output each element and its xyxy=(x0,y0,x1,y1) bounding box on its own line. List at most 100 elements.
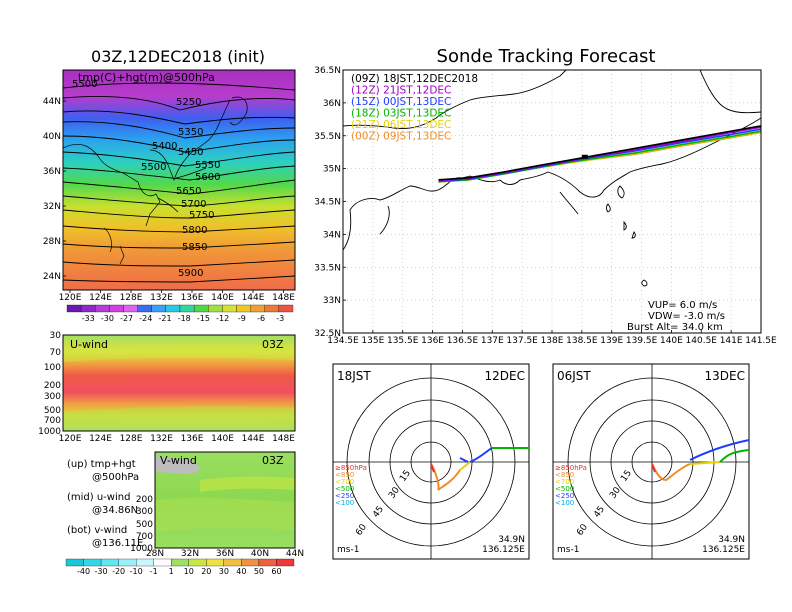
x-tick-label: 120E xyxy=(59,293,82,303)
colorbar-swatch xyxy=(236,304,251,313)
y-tick-label: 700 xyxy=(136,532,153,542)
colorbar-label: 30 xyxy=(219,567,229,576)
v-wind-band xyxy=(155,497,295,532)
x-tick-label: 136.5E xyxy=(447,336,479,346)
legend-entry: (09Z) 18JST,12DEC2018 xyxy=(351,73,478,85)
u-wind-frame xyxy=(62,334,296,432)
x-tick-label: 140.5E xyxy=(686,336,718,346)
colorbar-label: -12 xyxy=(216,314,229,323)
x-tick-label: 137.5E xyxy=(506,336,538,346)
u-wind-band xyxy=(63,406,295,426)
x-tick-label: 140E xyxy=(660,336,683,346)
legend-entry: (15Z) 00JST,13DEC xyxy=(351,96,451,108)
x-tick-label: 132E xyxy=(150,434,173,444)
v-wind-band xyxy=(200,476,295,492)
colorbar-swatch xyxy=(80,304,96,313)
legend-entry: <700 xyxy=(555,478,574,486)
colorbar-swatch xyxy=(250,304,265,313)
colorbar-swatch xyxy=(208,304,223,313)
colorbar-label: -6 xyxy=(257,314,265,323)
hodograph-units: ms-1 xyxy=(337,545,359,555)
hodograph-lon: 136.125E xyxy=(482,545,525,555)
x-tick-label: 40N xyxy=(251,549,269,559)
y-tick-label: 36N xyxy=(323,99,341,109)
y-tick-label: 200 xyxy=(44,381,61,391)
hodograph-segment xyxy=(689,439,750,461)
legend-entry: <700 xyxy=(335,478,354,486)
y-tick-label: 300 xyxy=(44,392,61,402)
y-tick-label: 1000 xyxy=(130,544,153,554)
x-tick-label: 137E xyxy=(481,336,504,346)
vdw-value: VDW= -3.0 m/s xyxy=(648,311,725,322)
tracking-axis-labels: 134.5E 135E 135.5E 136E 136.5E 137E 137.5E 138E… xyxy=(314,66,777,346)
u-wind-band xyxy=(63,344,295,362)
y-tick-label: 40N xyxy=(43,132,61,142)
x-tick-label: 132E xyxy=(150,293,173,303)
legend-entry: ≥850hPa xyxy=(335,464,367,472)
contour-label: 5250 xyxy=(176,97,201,108)
contour-label: 5650 xyxy=(176,186,201,197)
colorbar-label: 1 xyxy=(169,567,174,576)
hodograph-date: 12DEC xyxy=(485,369,525,383)
x-tick-label: 138.5E xyxy=(566,336,598,346)
x-tick-label: 138E xyxy=(541,336,564,346)
hodograph-segment xyxy=(651,463,656,473)
x-tick-label: 135.5E xyxy=(387,336,419,346)
vup-value: VUP= 6.0 m/s xyxy=(648,300,717,311)
y-tick-label: 70 xyxy=(50,348,62,358)
x-tick-label: 124E xyxy=(89,293,112,303)
tmp-hgt-map: 5500 5250 5350 5400 5450 5500 5550 5600 … xyxy=(43,69,296,323)
u-wind-title: U-wind xyxy=(70,338,108,351)
note-mid: (mid) u-wind xyxy=(67,492,130,503)
tracking-legend: (09Z) 18JST,12DEC2018(12Z) 21JST,12DEC(1… xyxy=(351,73,478,143)
colorbar-swatch xyxy=(151,304,167,313)
colorbar-swatch xyxy=(83,558,102,567)
x-tick-label: 135E xyxy=(361,336,384,346)
colorbar-swatch xyxy=(95,304,110,313)
contour-label: 5850 xyxy=(182,242,207,253)
colorbar-label: -21 xyxy=(158,314,171,323)
y-tick-label: 34.5N xyxy=(314,198,341,208)
colorbar-label: 60 xyxy=(271,567,281,576)
hodograph-level-legend: ≥850hPa<850<700<500<250<100 xyxy=(335,464,367,507)
note-up-level: @500hPa xyxy=(92,472,139,483)
y-tick-label: 700 xyxy=(44,416,61,426)
x-tick-label: 140E xyxy=(211,434,234,444)
y-tick-label: 24N xyxy=(43,272,61,282)
contour-label: 5750 xyxy=(189,210,214,221)
legend-entry: <500 xyxy=(335,485,354,493)
note-bot-level: @136.11E xyxy=(92,538,143,549)
tmp-field xyxy=(63,70,295,290)
legend-entry: (21Z) 06JST,13DEC xyxy=(351,119,451,131)
colorbar-swatch xyxy=(222,304,237,313)
hodograph-date: 13DEC xyxy=(705,369,745,383)
coastline-a xyxy=(63,96,248,265)
tmp-hgt-subtitle: tmp(C)+hgt(m)@500hPa xyxy=(78,71,215,84)
hodograph-segment xyxy=(719,449,750,463)
x-tick-label: 136E xyxy=(181,293,204,303)
v-wind-axis-labels: 28N 32N 36N 40N 44N 200 300 500 700 1000 xyxy=(130,495,304,559)
left-panel-title: 03Z,12DEC2018 (init) xyxy=(91,47,265,66)
y-tick-label: 33N xyxy=(323,296,341,306)
legend-entry: (18Z) 03JST,13DEC xyxy=(351,108,451,120)
legend-entry: <850 xyxy=(555,471,574,479)
x-tick-label: 32N xyxy=(181,549,199,559)
coastline-map xyxy=(343,70,761,287)
hodograph-12dec: 15 30 45 60 18JST 12DEC ms-1 34.9N 136.1… xyxy=(332,363,530,560)
sonde-tracks xyxy=(438,125,761,183)
colorbar-swatch xyxy=(123,304,138,313)
u-wind-time: 03Z xyxy=(262,338,284,351)
hodograph-lon: 136.125E xyxy=(702,545,745,555)
tmp-hgt-axis-labels: 120E 124E 128E 132E 136E 140E 144E 148E 44N 40N 36… xyxy=(43,97,295,303)
v-wind-time: 03Z xyxy=(262,454,284,467)
hodograph-segment xyxy=(469,447,493,463)
colorbar-swatch xyxy=(109,304,124,313)
legend-entry: (12Z) 21JST,12DEC xyxy=(351,85,451,97)
tmp-hgt-contours xyxy=(63,82,295,283)
y-tick-label: 32N xyxy=(43,202,61,212)
x-tick-label: 144E xyxy=(242,293,265,303)
colorbar-swatch xyxy=(258,558,277,567)
colorbar-swatch xyxy=(188,558,207,567)
colorbar-swatch xyxy=(278,304,294,313)
colorbar-label: -3 xyxy=(276,314,284,323)
